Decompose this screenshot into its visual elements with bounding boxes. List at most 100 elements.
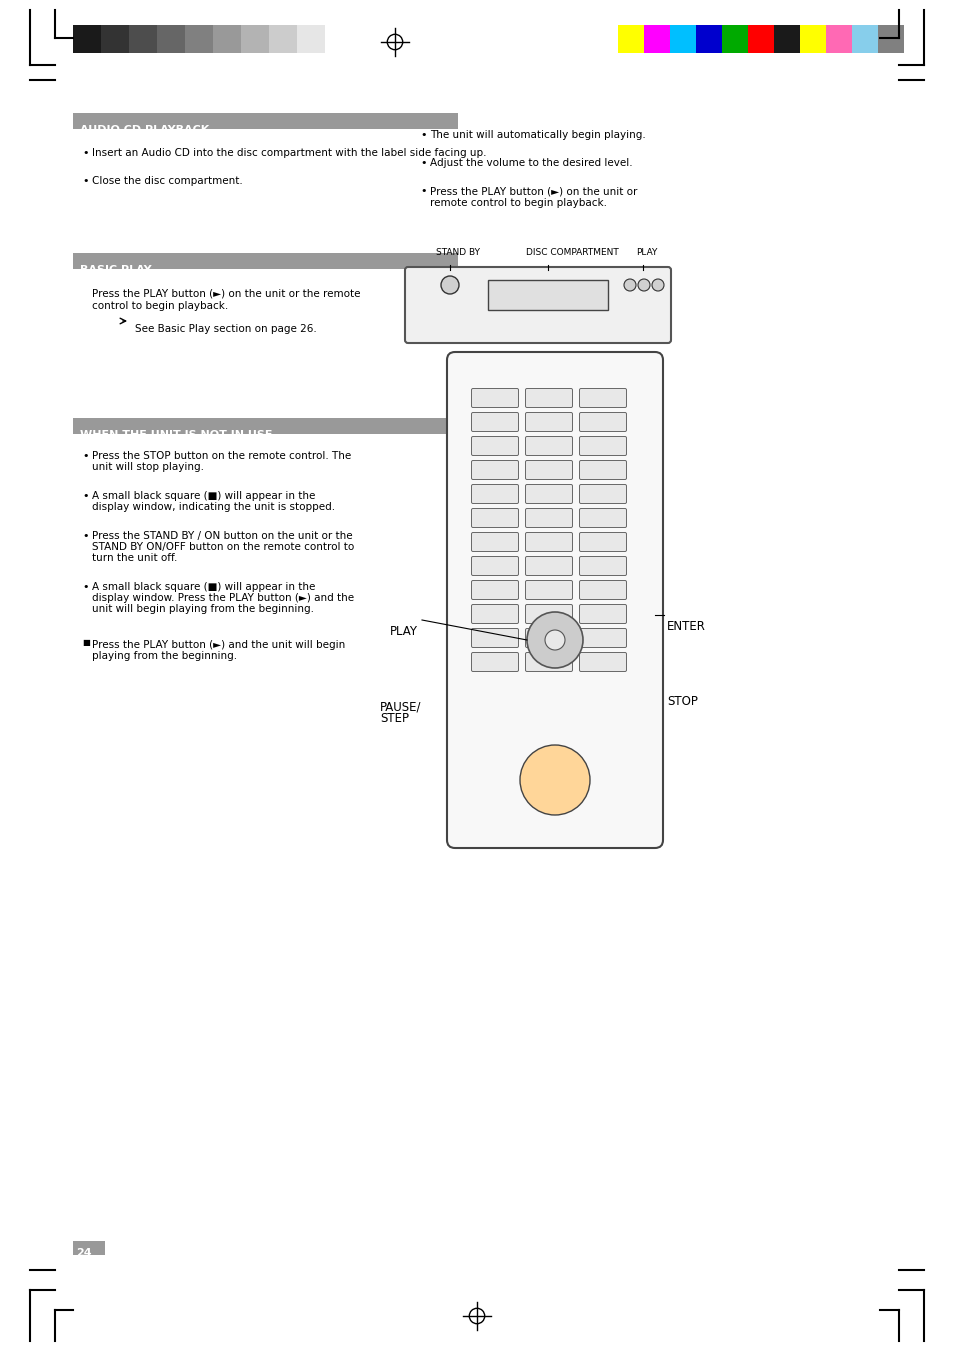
Text: •: • [82, 176, 89, 186]
Bar [73, 417, 457, 434]
FancyBboxPatch shape [471, 461, 518, 480]
Bar [325, 26, 353, 53]
Text: AUDIO CD PLAYBACK: AUDIO CD PLAYBACK [80, 126, 209, 135]
Text: PLAY: PLAY [636, 249, 657, 257]
Bar [696, 26, 721, 53]
FancyBboxPatch shape [578, 653, 626, 671]
Text: remote control to begin playback.: remote control to begin playback. [430, 199, 606, 208]
FancyBboxPatch shape [578, 557, 626, 576]
Text: ENTER: ENTER [666, 620, 705, 634]
Text: display window, indicating the unit is stopped.: display window, indicating the unit is s… [91, 503, 335, 512]
Text: control to begin playback.: control to begin playback. [91, 301, 228, 311]
FancyBboxPatch shape [525, 412, 572, 431]
Text: STAND BY: STAND BY [436, 249, 479, 257]
Text: •: • [82, 531, 89, 540]
Text: DISC COMPARTMENT: DISC COMPARTMENT [525, 249, 618, 257]
Text: The unit will automatically begin playing.: The unit will automatically begin playin… [430, 130, 645, 141]
Circle shape [638, 280, 649, 290]
Circle shape [440, 276, 458, 295]
Text: WHEN THE UNIT IS NOT IN USE: WHEN THE UNIT IS NOT IN USE [80, 430, 273, 440]
Circle shape [526, 612, 582, 667]
Text: •: • [82, 451, 89, 461]
FancyBboxPatch shape [578, 532, 626, 551]
FancyBboxPatch shape [471, 604, 518, 624]
Bar [157, 26, 185, 53]
Circle shape [623, 280, 636, 290]
FancyBboxPatch shape [525, 628, 572, 647]
Text: BASIC PLAY: BASIC PLAY [80, 265, 152, 276]
FancyBboxPatch shape [471, 532, 518, 551]
FancyBboxPatch shape [578, 581, 626, 600]
Text: unit will stop playing.: unit will stop playing. [91, 462, 204, 471]
FancyBboxPatch shape [471, 557, 518, 576]
FancyBboxPatch shape [471, 628, 518, 647]
Text: PLAY: PLAY [390, 626, 417, 638]
FancyBboxPatch shape [471, 581, 518, 600]
Text: •: • [82, 490, 89, 501]
FancyBboxPatch shape [525, 581, 572, 600]
FancyBboxPatch shape [525, 532, 572, 551]
Text: STAND BY ON/OFF button on the remote control to: STAND BY ON/OFF button on the remote con… [91, 542, 354, 553]
Bar [101, 26, 129, 53]
FancyBboxPatch shape [578, 604, 626, 624]
FancyBboxPatch shape [471, 389, 518, 408]
FancyBboxPatch shape [525, 604, 572, 624]
Text: Press the PLAY button (►) and the unit will begin: Press the PLAY button (►) and the unit w… [91, 640, 345, 650]
Circle shape [519, 744, 589, 815]
FancyBboxPatch shape [578, 461, 626, 480]
FancyBboxPatch shape [578, 508, 626, 527]
FancyBboxPatch shape [405, 267, 670, 343]
Text: STOP: STOP [666, 694, 698, 708]
Bar [73, 1242, 105, 1255]
FancyBboxPatch shape [471, 508, 518, 527]
Text: Press the STAND BY / ON button on the unit or the: Press the STAND BY / ON button on the un… [91, 531, 353, 540]
FancyBboxPatch shape [525, 461, 572, 480]
FancyBboxPatch shape [525, 485, 572, 504]
Text: •: • [82, 582, 89, 592]
Bar [241, 26, 269, 53]
Circle shape [651, 280, 663, 290]
Bar [488, 280, 607, 309]
Bar [129, 26, 157, 53]
Bar [296, 26, 325, 53]
Bar [73, 26, 101, 53]
FancyBboxPatch shape [525, 436, 572, 455]
Text: See Basic Play section on page 26.: See Basic Play section on page 26. [135, 324, 316, 334]
Text: Insert an Audio CD into the disc compartment with the label side facing up.: Insert an Audio CD into the disc compart… [91, 149, 486, 158]
Bar [643, 26, 669, 53]
Bar [800, 26, 825, 53]
Bar [825, 26, 851, 53]
FancyBboxPatch shape [471, 653, 518, 671]
Text: •: • [419, 130, 426, 141]
Text: ■: ■ [82, 638, 90, 647]
Text: •: • [82, 149, 89, 158]
Text: •: • [419, 158, 426, 168]
Text: Press the STOP button on the remote control. The: Press the STOP button on the remote cont… [91, 451, 351, 461]
Text: unit will begin playing from the beginning.: unit will begin playing from the beginni… [91, 604, 314, 613]
Bar [73, 113, 457, 128]
FancyBboxPatch shape [525, 653, 572, 671]
Bar [213, 26, 241, 53]
Bar [877, 26, 903, 53]
Text: Adjust the volume to the desired level.: Adjust the volume to the desired level. [430, 158, 632, 168]
FancyBboxPatch shape [471, 436, 518, 455]
Text: A small black square (■) will appear in the: A small black square (■) will appear in … [91, 490, 315, 501]
FancyBboxPatch shape [578, 485, 626, 504]
Bar [747, 26, 773, 53]
FancyBboxPatch shape [578, 628, 626, 647]
FancyBboxPatch shape [525, 508, 572, 527]
Text: playing from the beginning.: playing from the beginning. [91, 651, 237, 661]
FancyBboxPatch shape [578, 412, 626, 431]
FancyBboxPatch shape [471, 485, 518, 504]
Text: 24: 24 [76, 1248, 91, 1258]
Text: Close the disc compartment.: Close the disc compartment. [91, 176, 242, 186]
Text: PAUSE/: PAUSE/ [379, 700, 421, 713]
FancyBboxPatch shape [578, 389, 626, 408]
FancyBboxPatch shape [447, 353, 662, 848]
Text: Press the PLAY button (►) on the unit or: Press the PLAY button (►) on the unit or [430, 186, 637, 196]
FancyBboxPatch shape [471, 412, 518, 431]
Bar [618, 26, 643, 53]
Text: turn the unit off.: turn the unit off. [91, 553, 177, 563]
Bar [721, 26, 747, 53]
FancyBboxPatch shape [578, 436, 626, 455]
